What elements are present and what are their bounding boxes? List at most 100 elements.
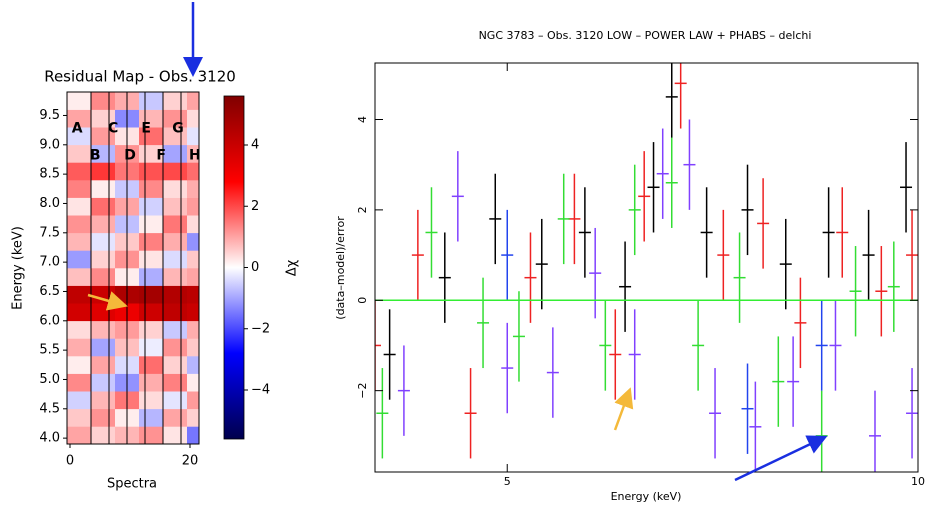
heatmap-cell: [91, 215, 116, 234]
y-tick-label: 4.0: [39, 431, 60, 446]
heatmap-cell: [67, 408, 92, 427]
heatmap-cell: [187, 162, 200, 181]
spectrum-label: B: [90, 147, 101, 163]
heatmap-cell: [139, 356, 164, 374]
heatmap-cell: [139, 338, 164, 357]
heatmap-cell: [91, 338, 116, 357]
heatmap-cell: [187, 285, 200, 304]
heatmap-cell: [139, 215, 164, 234]
y-tick-label: 4: [356, 116, 369, 123]
spectrum-label: E: [141, 120, 151, 136]
heatmap-cell: [91, 180, 116, 198]
heatmap-cell: [163, 408, 188, 427]
heatmap-cell: [67, 109, 92, 128]
heatmap-cell: [163, 303, 188, 322]
heatmap-cell: [187, 109, 200, 128]
plot-area: [375, 63, 918, 472]
arrow: [613, 387, 634, 431]
heatmap-title: Residual Map - Obs. 3120: [44, 68, 236, 86]
colorbar: [223, 95, 245, 440]
heatmap-cell: [67, 426, 92, 445]
heatmap-cell: [67, 268, 92, 286]
plot-title: NGC 3783 – Obs. 3120 LOW – POWER LAW + P…: [479, 29, 812, 42]
heatmap-cell: [187, 373, 200, 392]
heatmap-cell: [163, 215, 188, 234]
heatmap-cell: [187, 250, 200, 269]
heatmap-cell: [163, 320, 188, 339]
y-tick-label: 2: [356, 206, 369, 213]
heatmap-cell: [187, 127, 200, 146]
heatmap-cell: [91, 268, 116, 286]
heatmap-cell: [139, 408, 164, 427]
heatmap-cell: [67, 232, 92, 251]
heatmap-cell: [163, 338, 188, 357]
heatmap-cell: [187, 268, 200, 286]
heatmap-cell: [91, 408, 116, 427]
heatmap-cell: [163, 285, 188, 304]
heatmap-cell: [139, 92, 164, 110]
y-tick-label: 7.5: [39, 225, 60, 240]
y-tick-label: 6.5: [39, 284, 60, 299]
heatmap-cell: [187, 197, 200, 216]
heatmap-cell: [163, 250, 188, 269]
y-tick-label: 6.0: [39, 313, 60, 328]
heatmap-cell: [163, 373, 188, 392]
heatmap-cell: [139, 320, 164, 339]
heatmap-cell: [187, 338, 200, 357]
heatmap-cell: [163, 144, 188, 163]
heatmap-cell: [187, 180, 200, 198]
x-axis-label: Spectra: [107, 477, 157, 492]
heatmap-cell: [187, 320, 200, 339]
heatmap-cell: [91, 92, 116, 110]
heatmap-cell: [187, 426, 200, 445]
heatmap-cell: [91, 426, 116, 445]
colorbar-tick-label: 0: [251, 260, 259, 275]
heatmap-cell: [139, 285, 164, 304]
heatmap-cell: [163, 180, 188, 198]
heatmap-cell: [91, 162, 116, 181]
heatmap-cell: [91, 356, 116, 374]
colorbar-tick-label: 4: [251, 138, 259, 153]
y-tick-label: 0: [356, 297, 369, 304]
heatmap-cell: [67, 391, 92, 410]
heatmap-cell: [139, 373, 164, 392]
spectrum-label: G: [172, 120, 184, 136]
x-tick-label: 0: [66, 454, 74, 469]
colorbar-tick-label: −4: [251, 383, 270, 398]
heatmap-cell: [139, 303, 164, 322]
heatmap-cell: [163, 197, 188, 216]
y-tick-label: −2: [356, 383, 369, 399]
heatmap-cell: [139, 180, 164, 198]
spectrum-label: F: [156, 147, 166, 163]
heatmap-cell: [67, 338, 92, 357]
heatmap-cell: [139, 232, 164, 251]
plot-frame: [374, 62, 919, 473]
heatmap-cell: [67, 320, 92, 339]
heatmap-cell: [187, 232, 200, 251]
heatmap-cell: [139, 162, 164, 181]
colorbar-tick-label: 2: [251, 199, 259, 214]
heatmap-cell: [139, 197, 164, 216]
heatmap-cell: [139, 391, 164, 410]
spectrum-label: D: [124, 147, 136, 163]
heatmap-cell: [187, 144, 200, 163]
spectrum-label: A: [72, 120, 83, 136]
residual-plot: 5 10 −2 0 2 4: [356, 62, 925, 488]
arrow: [87, 291, 128, 311]
y-tick-label: 9.5: [39, 108, 60, 123]
x-tick-label: 10: [911, 475, 925, 488]
heatmap-cell: [139, 250, 164, 269]
y-tick-label: 5.5: [39, 343, 60, 358]
heatmap-cell: [67, 250, 92, 269]
y-tick-label: 5.0: [39, 372, 60, 387]
heatmap-cell: [163, 92, 188, 110]
heatmap-cell: [67, 356, 92, 374]
x-tick-label: 5: [504, 475, 511, 488]
heatmap-cell: [67, 92, 92, 110]
heatmap-cell: [163, 232, 188, 251]
spectrum-label: C: [108, 120, 118, 136]
heatmap-cell: [139, 426, 164, 445]
heatmap-cell: [91, 197, 116, 216]
